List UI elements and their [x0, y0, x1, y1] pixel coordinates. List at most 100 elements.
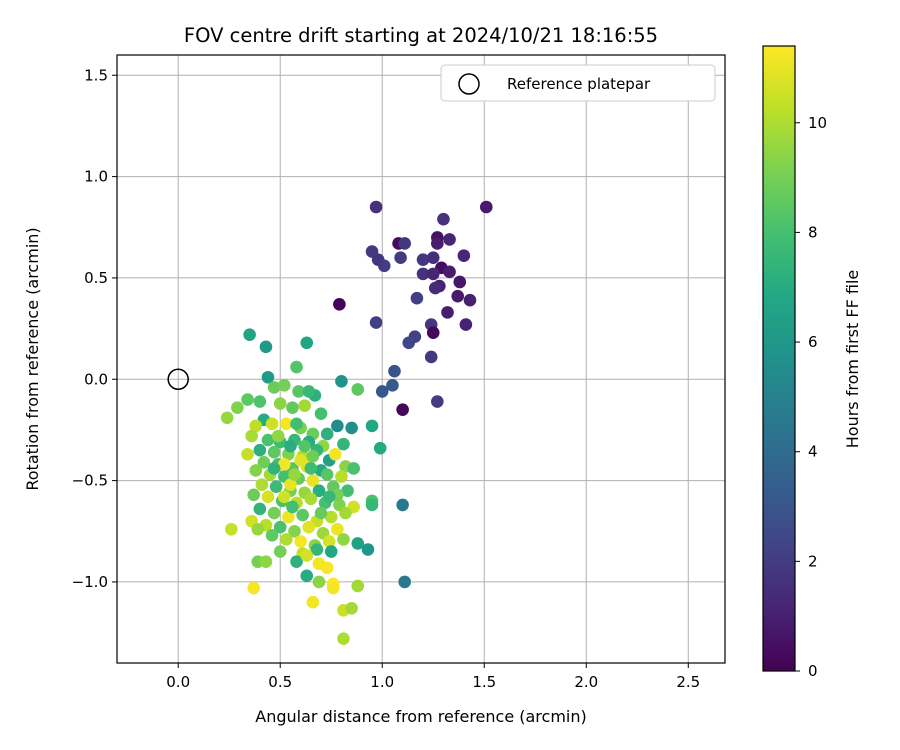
data-point: [241, 447, 254, 461]
data-point: [443, 233, 456, 246]
data-point: [326, 581, 340, 595]
data-point: [286, 500, 299, 514]
legend-entry-reference: Reference platepar: [507, 75, 651, 93]
data-point: [296, 508, 309, 522]
data-point: [284, 439, 297, 453]
data-point: [294, 454, 307, 467]
data-point: [426, 326, 440, 339]
data-point: [300, 336, 314, 350]
data-point: [337, 632, 350, 645]
data-point: [273, 545, 287, 558]
data-point: [257, 456, 271, 469]
data-point: [351, 537, 365, 550]
data-point: [331, 522, 344, 536]
data-point: [365, 419, 379, 433]
data-point: [416, 253, 430, 266]
y-tick-label: 0.0: [84, 370, 108, 388]
data-point: [249, 464, 263, 477]
colorbar-tick-label: 4: [808, 443, 818, 461]
data-point: [280, 417, 293, 431]
plot-area-frame: [116, 54, 726, 664]
data-point: [361, 543, 375, 556]
data-point: [351, 383, 365, 396]
y-axis-label: Rotation from reference (arcmin): [23, 227, 42, 490]
data-point: [335, 374, 348, 388]
data-point: [333, 297, 346, 311]
x-tick-label: 0.5: [268, 673, 292, 691]
data-point: [271, 429, 285, 443]
data-point: [426, 251, 440, 264]
colorbar-gradient: [762, 45, 796, 672]
data-point: [463, 293, 477, 307]
x-tick-label: 1.0: [370, 673, 394, 691]
data-point: [339, 506, 352, 520]
colorbar-tick-label: 6: [808, 333, 818, 351]
data-point: [437, 212, 450, 226]
data-point: [273, 397, 287, 410]
legend: Reference platepar: [440, 64, 716, 102]
data-point: [479, 200, 493, 214]
data-point: [265, 529, 279, 542]
x-axis: 0.0 0.5 1.0 1.5 2.0 2.5: [166, 663, 700, 691]
y-axis: −1.0 −0.5 0.0 0.5 1.0 1.5: [72, 66, 117, 591]
data-point: [288, 524, 301, 538]
data-point: [345, 601, 358, 615]
data-point: [320, 427, 334, 441]
data-point: [267, 506, 281, 520]
data-point: [375, 385, 389, 398]
y-tick-label: 1.0: [84, 168, 108, 186]
colorbar-tick-label: 10: [808, 114, 827, 132]
data-point: [306, 595, 320, 609]
data-point: [431, 395, 444, 408]
data-point: [261, 370, 275, 384]
data-point: [267, 462, 281, 475]
data-point: [431, 237, 444, 250]
reference-marker: [167, 368, 189, 391]
data-point: [282, 510, 295, 524]
data-point: [347, 462, 360, 475]
data-point: [310, 543, 324, 556]
data-point: [377, 259, 391, 273]
data-point: [388, 364, 401, 378]
data-point: [341, 484, 354, 498]
data-point: [459, 318, 473, 331]
x-axis-label: Angular distance from reference (arcmin): [255, 707, 586, 726]
data-point: [261, 490, 275, 504]
data-point: [320, 468, 334, 481]
data-point: [428, 281, 442, 295]
data-point: [298, 399, 312, 412]
data-point: [324, 545, 338, 558]
data-point: [259, 340, 273, 354]
colorbar-tick-label: 2: [808, 552, 818, 570]
reference-platepar-marker: [167, 368, 189, 391]
data-point: [402, 336, 416, 350]
data-point: [373, 441, 387, 455]
data-point: [312, 575, 326, 589]
data-point: [426, 267, 440, 281]
data-point: [365, 498, 379, 512]
data-point: [220, 411, 234, 425]
data-point: [304, 462, 318, 475]
data-point: [224, 522, 238, 536]
data-point: [245, 429, 258, 443]
x-tick-label: 0.0: [166, 673, 190, 691]
colorbar-tick-label: 8: [808, 223, 818, 241]
data-point: [314, 506, 328, 520]
data-point: [451, 289, 465, 303]
data-point: [231, 401, 244, 414]
data-point: [241, 393, 254, 406]
data-point: [243, 328, 256, 341]
data-point: [369, 200, 383, 214]
y-tick-label: 0.5: [84, 269, 108, 287]
data-point: [288, 468, 301, 481]
colorbar-label: Hours from first FF file: [843, 270, 862, 449]
data-point: [337, 533, 350, 546]
data-point: [302, 520, 316, 534]
data-point: [253, 395, 267, 408]
colorbar-ticks: 0 2 4 6 8 10: [795, 114, 827, 680]
colorbar-tick-label: 0: [808, 662, 818, 680]
data-point: [306, 474, 320, 487]
data-point: [278, 490, 291, 504]
data-point: [443, 265, 456, 279]
